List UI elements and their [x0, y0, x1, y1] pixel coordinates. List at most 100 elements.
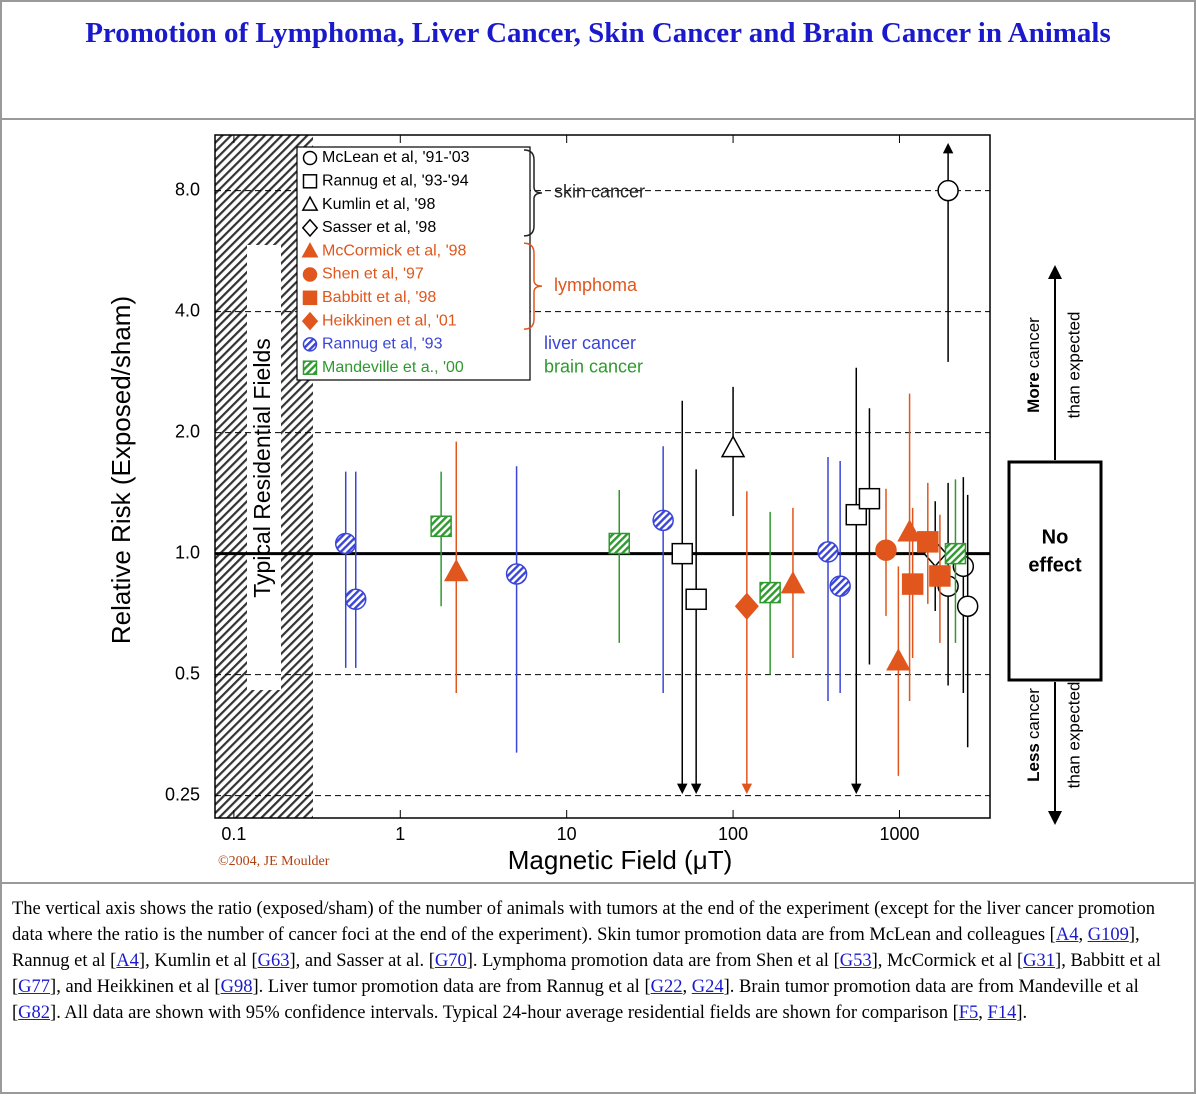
x-tick-label: 1000 — [879, 824, 919, 844]
x-tick-label: 100 — [718, 824, 748, 844]
side-label-text: cancer — [1024, 317, 1043, 368]
reference-link[interactable]: G70 — [434, 951, 467, 971]
reference-link[interactable]: G109 — [1087, 925, 1129, 945]
caption-text: , — [682, 977, 692, 997]
legend-group-label: liver cancer — [544, 333, 636, 353]
data-point — [443, 558, 469, 582]
side-label: than expected — [1064, 312, 1083, 419]
caption-text: , — [1078, 925, 1088, 945]
legend-label: Rannug et al, '93-'94 — [322, 173, 469, 190]
y-tick-label: 4.0 — [175, 300, 200, 320]
caption-text: ], Kumlin et al [ — [138, 951, 258, 971]
legend-label: Babbitt et al, '98 — [322, 289, 436, 306]
reference-link[interactable]: A4 — [116, 951, 139, 971]
legend-brace — [523, 149, 543, 237]
data-point — [875, 539, 897, 561]
legend-marker — [301, 242, 319, 258]
legend-group-label: brain cancer — [544, 356, 643, 376]
page-title: Promotion of Lymphoma, Liver Cancer, Ski… — [2, 2, 1194, 120]
y-tick-label: 8.0 — [175, 179, 200, 199]
caption-text: ]. Liver tumor promotion data are from R… — [252, 977, 651, 997]
data-point — [671, 542, 694, 565]
legend-label: McLean et al, '91-'03 — [322, 149, 470, 166]
legend-label: Shen et al, '97 — [322, 266, 424, 283]
data-point — [652, 509, 674, 532]
y-tick-label: 0.25 — [165, 784, 200, 804]
data-point — [780, 571, 806, 594]
band-label: Typical Residential Fields — [249, 338, 275, 598]
x-tick-label: 0.1 — [221, 824, 246, 844]
caption-text: ], McCormick et al [ — [871, 951, 1024, 971]
data-point — [897, 519, 922, 542]
reference-link[interactable]: G24 — [691, 977, 724, 997]
no-effect-box — [1007, 460, 1103, 682]
reference-link[interactable]: F14 — [987, 1003, 1017, 1023]
y-tick-label: 1.0 — [175, 542, 200, 562]
legend-marker — [301, 218, 319, 238]
data-point — [917, 531, 939, 553]
data-point — [734, 592, 759, 620]
data-point — [334, 532, 357, 555]
side-label: More cancer — [1024, 317, 1043, 413]
reference-link[interactable]: F5 — [958, 1003, 979, 1023]
side-label: Less cancer — [1024, 688, 1043, 782]
caption-text: ]. Brain tumor promotion data are from M… — [12, 977, 1139, 1023]
legend-label: Sasser et al, '98 — [322, 219, 436, 236]
data-point — [937, 179, 959, 202]
plot-frame — [214, 134, 991, 819]
data-point — [430, 515, 452, 537]
legend-marker — [301, 195, 319, 211]
legend-label: Mandeville et a., '00 — [322, 359, 464, 376]
legend-marker — [302, 360, 318, 375]
reference-link[interactable]: G82 — [18, 1003, 51, 1023]
caption-text: ], Rannug et al [ — [12, 925, 1140, 971]
caption-text: ]. All data are shown with 95% confidenc… — [50, 1003, 959, 1023]
band-label-box — [247, 245, 281, 690]
legend-marker — [302, 267, 318, 282]
data-point — [944, 542, 967, 565]
data-point — [929, 565, 951, 587]
legend-label: Kumlin et al, '98 — [322, 196, 435, 213]
side-label: than expected — [1064, 682, 1083, 789]
reference-link[interactable]: G63 — [257, 951, 290, 971]
data-point — [505, 563, 528, 585]
data-point — [886, 648, 911, 671]
reference-link[interactable]: G53 — [839, 951, 872, 971]
legend-brace — [523, 242, 543, 330]
legend-label: Heikkinen et al, '01 — [322, 312, 457, 329]
caption-text: , — [978, 1003, 988, 1023]
side-label-text: cancer — [1024, 688, 1043, 739]
reference-link[interactable]: A4 — [1055, 925, 1079, 945]
legend-box — [296, 146, 531, 381]
y-tick-label: 2.0 — [175, 421, 200, 441]
x-axis-label: Magnetic Field (μT) — [508, 845, 732, 875]
caption-text: The vertical axis shows the ratio (expos… — [12, 899, 1156, 945]
frame — [0, 0, 1196, 1094]
legend-marker — [302, 174, 318, 189]
reference-link[interactable]: G31 — [1023, 951, 1056, 971]
data-point — [901, 573, 924, 595]
copyright: ©2004, JE Moulder — [218, 854, 330, 869]
caption-text: ]. Lymphoma promotion data are from Shen… — [466, 951, 840, 971]
legend-group-label: lymphoma — [554, 275, 638, 295]
legend-label: Rannug et al, '93 — [322, 336, 443, 353]
legend-label: McCormick et al, '98 — [322, 242, 467, 259]
no-effect-label: No — [1042, 526, 1069, 548]
legend-marker — [302, 337, 318, 352]
data-point — [608, 532, 631, 555]
side-label-bold: Less — [1024, 743, 1043, 782]
legend-marker — [302, 150, 318, 166]
data-point — [759, 581, 781, 604]
legend-group-label: skin cancer — [554, 182, 645, 202]
caption-text: ], and Sasser at al. [ — [289, 951, 435, 971]
reference-link[interactable]: G22 — [650, 977, 683, 997]
reference-link[interactable]: G98 — [220, 977, 253, 997]
data-point — [685, 588, 707, 611]
reference-link[interactable]: G77 — [18, 977, 51, 997]
legend-marker — [301, 311, 319, 331]
caption-text: ], Babbitt et al [ — [12, 951, 1161, 997]
caption-text: ]. — [1016, 1003, 1028, 1023]
data-point — [345, 588, 367, 611]
caption: The vertical axis shows the ratio (expos… — [12, 896, 1188, 1026]
